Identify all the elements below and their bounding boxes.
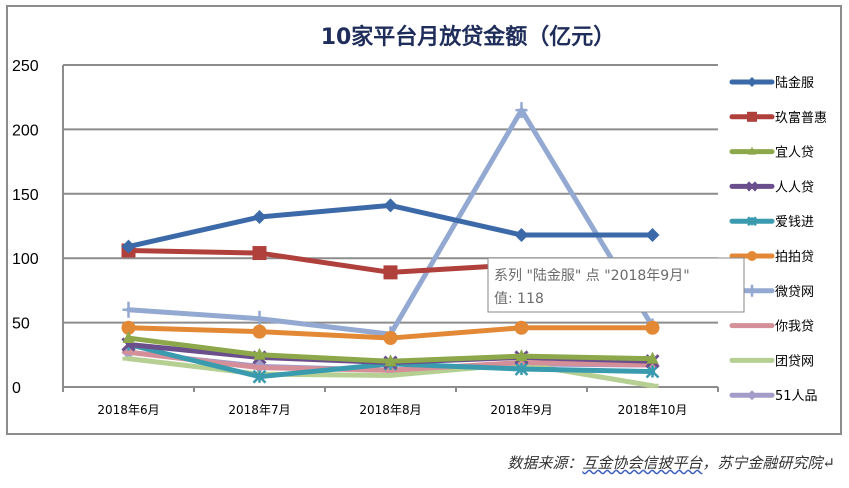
- data-point[interactable]: [383, 198, 398, 213]
- chart-title: 10家平台月放贷金额（亿元）: [321, 24, 616, 50]
- data-point[interactable]: [253, 310, 266, 327]
- data-point[interactable]: [645, 228, 660, 243]
- series-陆金服: [121, 198, 660, 254]
- legend-item[interactable]: 宜人贷: [729, 146, 814, 161]
- data-point[interactable]: [384, 354, 397, 367]
- legend-marker: [747, 111, 757, 122]
- legend-item[interactable]: 你我贷: [729, 320, 814, 335]
- legend-marker: [746, 181, 758, 192]
- series-宜人贷: [122, 331, 659, 367]
- legend-marker: [747, 251, 757, 261]
- legend-marker: [748, 284, 756, 297]
- data-point[interactable]: [383, 331, 398, 346]
- data-point[interactable]: [515, 349, 528, 362]
- legend-marker: [747, 216, 757, 227]
- legend-item[interactable]: 人人贷: [729, 180, 814, 195]
- legend-label: 玖富普惠: [775, 110, 827, 126]
- source-link[interactable]: 互金协会信披平台: [582, 454, 703, 472]
- legend-label: 团贷网: [775, 354, 814, 369]
- data-point[interactable]: [122, 301, 135, 318]
- x-tick-label: 2018年10月: [618, 403, 688, 417]
- data-point[interactable]: [515, 102, 528, 119]
- series-group: [121, 102, 660, 389]
- legend-marker: [747, 77, 757, 87]
- data-point[interactable]: [252, 209, 267, 224]
- legend-item[interactable]: 51人品: [729, 389, 818, 404]
- data-point[interactable]: [121, 239, 136, 254]
- y-tick-label: 250: [12, 58, 39, 75]
- legend-label: 爱钱进: [775, 215, 814, 230]
- tooltip: 系列 "陆金服" 点 "2018年9月" 值: 118: [487, 257, 745, 313]
- legend-label: 微贷网: [775, 285, 814, 300]
- series-拍拍贷: [121, 320, 660, 346]
- source-note: 数据来源：互金协会信披平台，苏宁金融研究院↵: [507, 452, 835, 473]
- data-point[interactable]: [252, 246, 267, 261]
- data-point[interactable]: [121, 320, 136, 335]
- data-point[interactable]: [646, 351, 659, 364]
- tooltip-series-line: 系列 "陆金服" 点 "2018年9月": [494, 268, 690, 284]
- data-point[interactable]: [252, 369, 267, 384]
- legend-item[interactable]: 团贷网: [729, 354, 814, 369]
- x-axis-ticks: 2018年6月 2018年7月 2018年8月 2018年9月 2018年10月: [62, 387, 719, 417]
- legend-label: 陆金服: [775, 75, 814, 91]
- legend-item[interactable]: 拍拍贷: [729, 250, 814, 265]
- x-tick-label: 2018年6月: [97, 403, 159, 417]
- source-suffix: ，苏宁金融研究院↵: [702, 454, 835, 472]
- data-point[interactable]: [514, 362, 529, 376]
- legend-label: 宜人贷: [775, 146, 814, 161]
- y-tick-label: 0: [12, 380, 21, 397]
- data-point[interactable]: [122, 331, 135, 344]
- data-point[interactable]: [514, 228, 529, 243]
- data-point[interactable]: [253, 347, 266, 360]
- data-point[interactable]: [252, 324, 267, 339]
- gridlines: [62, 64, 718, 388]
- y-tick-label: 100: [12, 251, 39, 268]
- legend-label: 人人贷: [775, 180, 814, 195]
- source-prefix: 数据来源：: [507, 454, 583, 472]
- legend-marker: [747, 390, 757, 401]
- x-tick-label: 2018年8月: [359, 403, 421, 417]
- y-axis-ticks: 0 50 100 150 200 250: [12, 58, 39, 397]
- legend-item[interactable]: 爱钱进: [729, 215, 814, 230]
- data-point[interactable]: [645, 320, 660, 335]
- tooltip-box: [487, 257, 745, 313]
- y-tick-label: 50: [12, 316, 30, 333]
- data-point[interactable]: [645, 364, 660, 379]
- legend-label: 51人品: [775, 389, 818, 404]
- data-point[interactable]: [383, 265, 398, 280]
- legend-marker: [748, 146, 756, 155]
- legend-label: 拍拍贷: [775, 250, 814, 265]
- y-tick-label: 200: [12, 122, 39, 139]
- chart-frame: 10家平台月放贷金额（亿元） 0 50 100 150 200 250 2018年6月 20…: [6, 5, 842, 435]
- legend-item[interactable]: 玖富普惠: [729, 110, 827, 126]
- legend-item[interactable]: 陆金服: [729, 75, 814, 91]
- data-point[interactable]: [514, 320, 529, 335]
- x-tick-label: 2018年7月: [228, 403, 290, 417]
- legend-label: 你我贷: [775, 320, 814, 335]
- y-tick-label: 150: [12, 187, 39, 204]
- x-tick-label: 2018年9月: [490, 403, 552, 417]
- tooltip-value-line: 值: 118: [494, 291, 544, 307]
